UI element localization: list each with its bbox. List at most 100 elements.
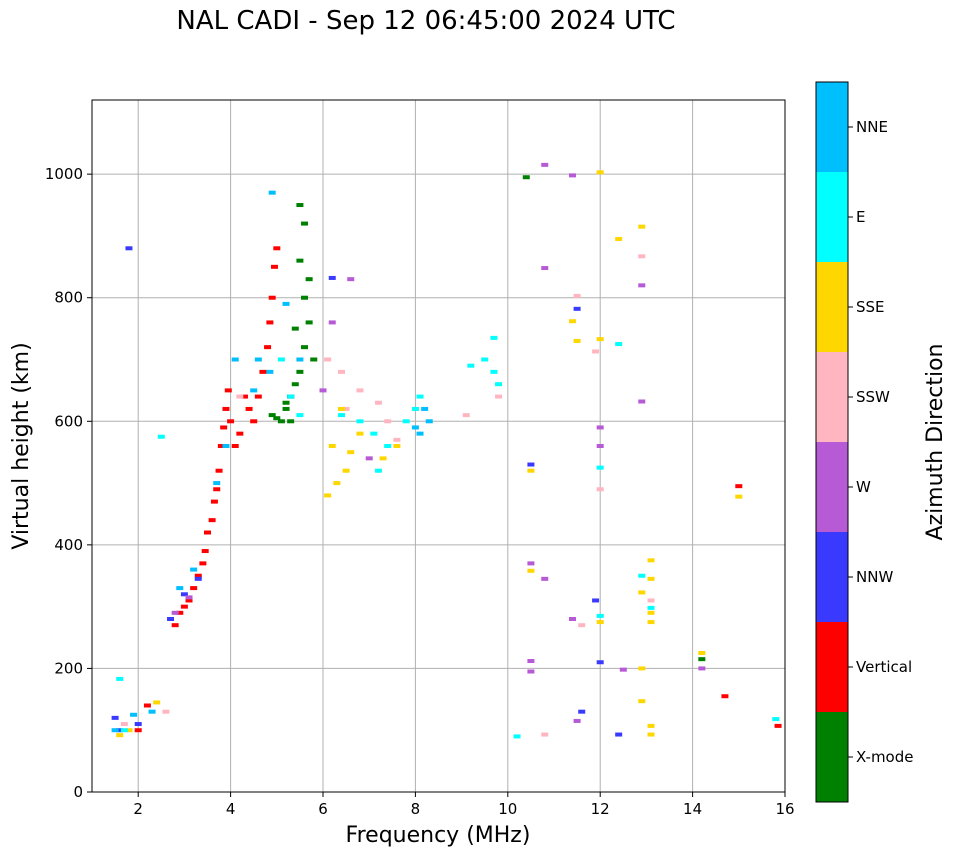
data-point-vertical	[259, 369, 267, 374]
data-point-nne	[111, 728, 119, 733]
y-tick-label: 0	[73, 783, 83, 801]
data-point-e	[356, 419, 364, 424]
data-point-sse	[596, 170, 604, 175]
data-point-sse	[125, 728, 133, 733]
data-point-nne	[130, 712, 138, 717]
colorbar-label-w: W	[856, 478, 871, 496]
data-point-nnw	[111, 715, 119, 720]
data-point-ssw	[162, 709, 170, 714]
data-point-w	[527, 669, 535, 674]
x-tick-label: 4	[226, 800, 236, 818]
data-point-w	[527, 659, 535, 664]
data-point-sse	[596, 337, 604, 342]
data-point-e	[467, 363, 475, 368]
data-point-e	[411, 406, 419, 411]
data-point-vertical	[213, 487, 221, 492]
data-point-w	[596, 425, 604, 430]
data-point-e	[513, 734, 521, 739]
data-point-nne	[421, 406, 429, 411]
data-point-x-mode	[282, 400, 290, 405]
data-point-x-mode	[301, 221, 309, 226]
data-point-ssw	[638, 254, 646, 259]
data-point-vertical	[210, 499, 218, 504]
data-point-e	[490, 335, 498, 340]
data-point-sse	[647, 620, 655, 625]
data-point-vertical	[245, 406, 253, 411]
data-point-e	[596, 613, 604, 618]
data-point-sse	[615, 237, 623, 242]
data-point-vertical	[220, 425, 228, 430]
data-point-vertical	[215, 468, 223, 473]
data-point-vertical	[270, 264, 278, 269]
data-point-nnw	[134, 722, 142, 727]
data-point-sse	[735, 494, 743, 499]
data-point-x-mode	[287, 419, 295, 424]
data-point-e	[296, 413, 304, 418]
data-point-ssw	[342, 406, 350, 411]
data-point-nnw	[116, 728, 124, 733]
y-tick-label: 400	[54, 536, 83, 554]
data-point-x-mode	[301, 295, 309, 300]
data-point-ssw	[337, 369, 345, 374]
data-point-sse	[647, 610, 655, 615]
data-point-vertical	[204, 530, 211, 535]
colorbar-label-ssw: SSW	[856, 388, 890, 406]
x-axis-label: Frequency (MHz)	[346, 823, 531, 848]
colorbar-frame	[815, 81, 849, 803]
data-point-vertical	[222, 406, 230, 411]
data-point-nne	[268, 190, 276, 195]
data-point-e	[384, 444, 392, 448]
data-point-e	[337, 413, 345, 418]
data-point-ssw	[647, 598, 655, 603]
data-point-x-mode	[305, 320, 313, 325]
data-point-vertical	[273, 246, 281, 251]
colorbar-swatch-sse	[816, 262, 848, 352]
colorbar: X-mode Vertical NNW W SSW SSE E NNE	[815, 81, 913, 803]
data-point-nne	[213, 481, 221, 486]
data-point-e	[370, 431, 378, 436]
colorbar-label-sse: SSE	[856, 298, 885, 316]
data-point-vertical	[268, 295, 276, 300]
data-point-vertical	[254, 394, 262, 399]
data-point-sse	[153, 700, 161, 705]
data-point-ssw	[573, 293, 581, 298]
data-point-e	[596, 465, 604, 470]
data-point-x-mode	[296, 369, 304, 374]
x-tick-label: 2	[133, 800, 143, 818]
data-point-vertical	[194, 573, 202, 578]
data-point-vertical	[217, 444, 225, 448]
data-point-w	[185, 595, 193, 600]
data-point-nnw	[615, 732, 623, 737]
data-point-vertical	[143, 703, 151, 708]
data-point-w	[328, 320, 336, 325]
data-point-ssw	[356, 388, 364, 393]
colorbar-label-x-mode: X-mode	[856, 748, 913, 766]
data-point-ssw	[541, 732, 549, 737]
data-point-sse	[647, 732, 655, 737]
data-point-sse	[347, 450, 355, 455]
data-point-e	[120, 728, 128, 733]
data-point-w	[541, 576, 549, 581]
data-point-sse	[379, 456, 387, 461]
data-point-nnw	[573, 306, 581, 311]
data-point-x-mode	[277, 419, 285, 424]
data-point-sse	[328, 444, 336, 448]
data-point-x-mode	[273, 416, 281, 421]
grid	[92, 100, 786, 793]
data-point-x-mode	[522, 175, 530, 180]
data-point-sse	[356, 431, 364, 436]
data-point-x-mode	[296, 258, 304, 263]
data-point-w	[573, 718, 581, 723]
data-point-nne	[250, 388, 258, 393]
data-point-w	[347, 277, 355, 282]
data-point-vertical	[201, 549, 209, 554]
data-point-nne	[254, 357, 262, 362]
data-point-vertical	[721, 694, 729, 699]
data-point-e	[416, 394, 424, 399]
data-point-nne	[266, 369, 274, 374]
colorbar-label-nne: NNE	[856, 118, 888, 136]
plot-frame	[91, 99, 786, 793]
data-point-sse	[573, 338, 581, 343]
data-point-sse	[647, 576, 655, 581]
data-point-nne	[282, 301, 290, 306]
